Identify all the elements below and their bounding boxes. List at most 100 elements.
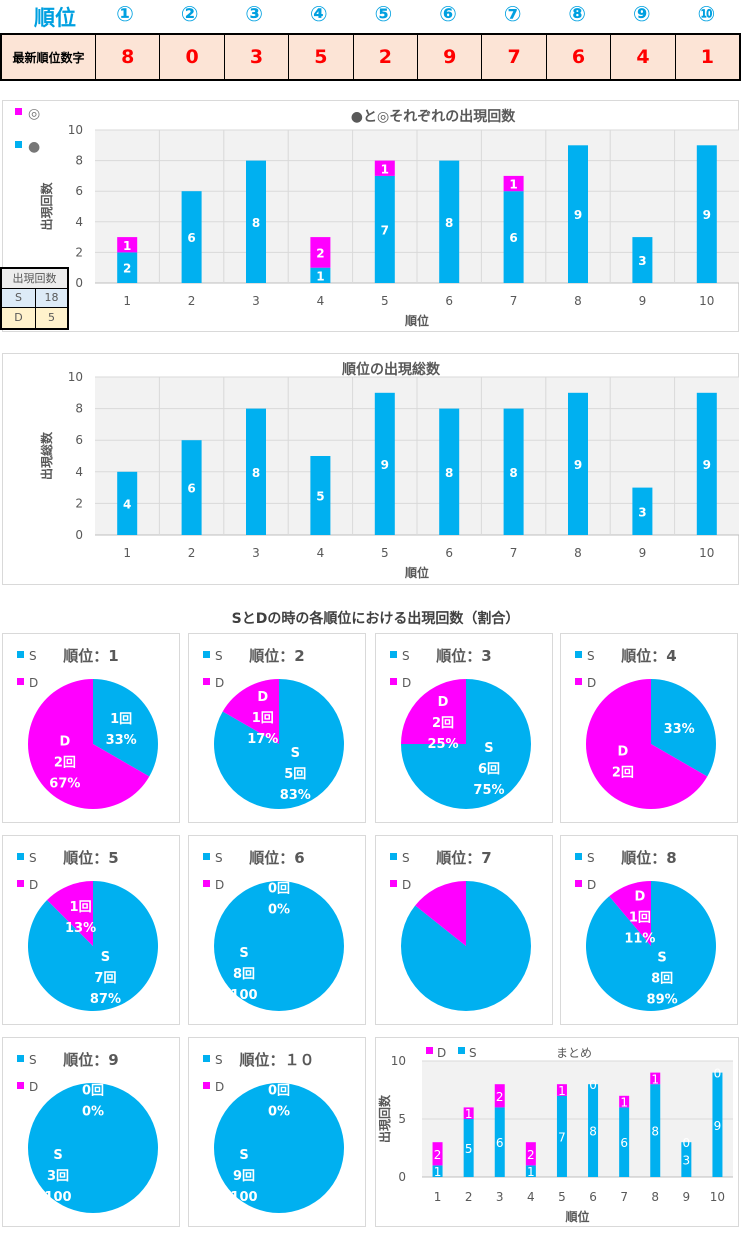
chart-mark: D [59,734,70,749]
x-tick-label: 6 [445,294,453,308]
data-label: D 1回 17% [247,690,278,747]
count-table-header: 出現回数 [2,269,67,289]
latest-digit-5: 2 [354,35,419,79]
x-tick-label: 1 [434,1190,442,1204]
latest-digit-3: 3 [225,35,290,79]
y-tick-label: 0 [398,1170,406,1184]
data-label: 1 [651,1072,659,1086]
data-label: D 2回 25% [427,695,458,752]
rank-header-9: ⑨ [632,2,651,26]
legend-swatch [426,1047,433,1054]
bar-出現総数-5 [374,392,395,535]
bar-●-8 [568,145,588,283]
legend-label: S [402,649,410,663]
legend-label: S [29,851,37,865]
chart-title: 順位：5 [62,849,118,867]
chart-mark: S [101,950,110,965]
x-tick-label: 4 [527,1190,535,1204]
legend-label: ◎ [28,106,40,122]
data-label: 8 [445,216,453,230]
data-label: 6 [620,1136,628,1150]
data-label: 2 [496,1090,504,1104]
chart-mark: 13% [65,921,96,936]
y-axis-title: 出現回数 [39,182,54,231]
data-label: 0 [714,1067,722,1081]
section-title: SとDの時の各順位における出現回数（割合） [231,611,520,627]
pie-slice-S [93,679,158,777]
chart-mark: 1回 [70,900,92,915]
data-label: 3 [683,1154,691,1168]
chart-title: 順位：4 [620,647,676,665]
rank-header-row: 順位 ① ② ③ ④ ⑤ ⑥ ⑦ ⑧ ⑨ ⑩ [0,0,751,33]
data-label: 1 [527,1165,535,1179]
pie-chart-rank-8: 順位：8 S D S 8回 89% D 1回 11% [560,835,738,1025]
legend-swatch [575,853,582,860]
row-label: D [2,308,36,328]
data-label: 8 [252,466,260,480]
legend-swatch [203,651,210,658]
y-tick-label: 10 [68,370,83,384]
bar-出現総数-4 [310,456,331,535]
chart-mark: 8回 [233,967,255,982]
data-label: S 8回 89% [647,951,678,1008]
chart-mark: 1回 [252,711,274,726]
x-tick-label: 9 [639,294,647,308]
rank-header-10: ⑩ [697,2,716,26]
data-label: 6 [187,482,195,496]
x-tick-label: 2 [188,294,196,308]
legend-label: D [402,878,411,892]
chart-mark: 100 [230,988,257,1003]
data-label: 1 [123,239,131,253]
bar-S-6 [588,1084,599,1177]
chart-title: 順位：１０ [238,1051,314,1069]
pie-slice-D [47,881,93,946]
bar-◎-4 [310,237,331,268]
x-tick-label: 9 [639,546,647,560]
legend-label: D [587,878,596,892]
y-axis-title: 出現総数 [39,431,54,480]
y-tick-label: 5 [398,1112,406,1126]
legend-label: S [215,1053,223,1067]
x-axis-title: 順位 [404,313,429,328]
bar-D-5 [556,1084,567,1096]
bar-S-3 [494,1107,505,1177]
legend-swatch [17,1055,24,1062]
x-tick-label: 2 [188,546,196,560]
rank-header-title: 順位 [34,6,76,30]
x-tick-label: 10 [699,546,714,560]
pie-chart-rank-3: 順位：3 S D S 6回 75% D 2回 25% [375,633,553,823]
latest-digit-7: 7 [482,35,547,79]
chart-title: 順位の出現総数 [342,361,441,378]
pie-slice-D [28,679,150,809]
data-label: 7 [381,223,389,237]
legend-swatch [575,880,582,887]
chart-title: 順位：3 [435,647,491,665]
bar-出現総数-8 [568,392,588,535]
bar-◎-1 [117,237,138,253]
data-label: 0回 0% [268,1083,290,1119]
y-tick-label: 0 [75,276,83,290]
bar-出現総数-6 [439,408,460,535]
legend-label: S [29,1053,37,1067]
chart-mark: 83% [280,788,311,803]
data-label: 4 [123,497,131,511]
pie-slice-S [27,881,158,1011]
row-value: 18 [44,291,59,305]
legend-swatch [17,1082,24,1089]
x-tick-label: 5 [381,546,389,560]
chart-mark: 1回 [629,910,651,925]
count-table-header-text: 出現回数 [12,272,57,286]
legend-label: S [215,649,223,663]
pie-slice-S [214,881,344,1011]
chart-mark: 67% [49,776,80,791]
pie-chart-rank-9: 順位：9 S D S 3回 100% 0回 0% [2,1037,180,1227]
chart-title: 順位：2 [248,647,304,665]
chart-mark: 02468101212638412571687618993109●と◎それぞれの… [15,106,739,328]
legend-swatch [15,141,22,148]
x-axis-title: 順位 [404,565,429,580]
chart-mark: % [237,1009,250,1024]
data-label: 5 [316,490,324,504]
